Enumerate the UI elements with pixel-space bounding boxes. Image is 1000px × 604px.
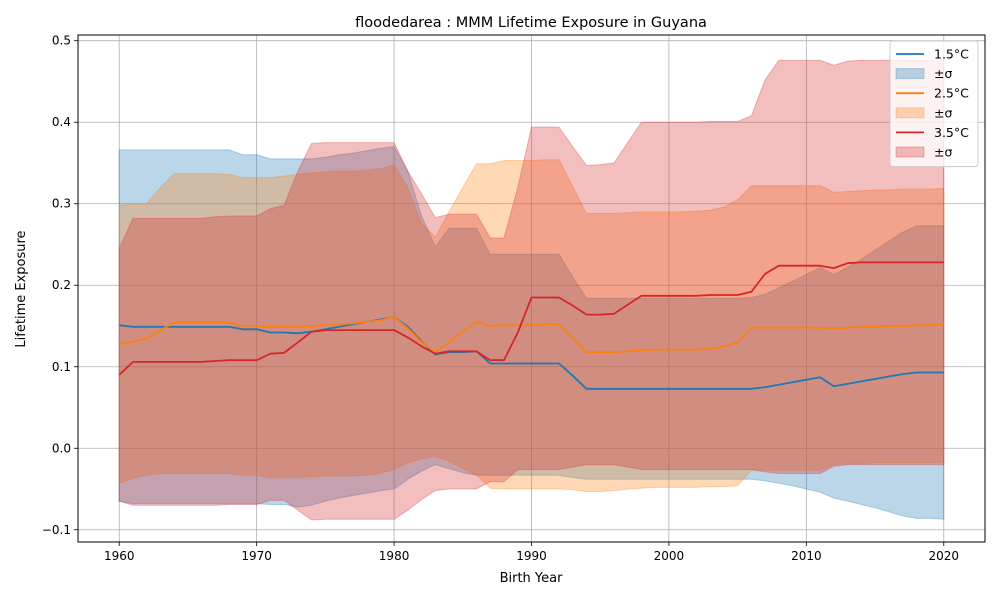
legend-band-swatch [895, 146, 925, 158]
legend: 1.5°C ±σ 2.5°C ±σ 3.5°C ±σ [889, 40, 979, 168]
y-tick-label: 0.2 [52, 278, 71, 292]
y-axis-label: Lifetime Exposure [14, 230, 29, 347]
series-lines [118, 261, 944, 390]
y-tick-label: 0.5 [52, 34, 71, 48]
legend-label: 2.5°C [934, 86, 969, 101]
legend-label: ±σ [934, 105, 952, 120]
x-tick-label: 1990 [516, 549, 547, 563]
x-tick-label: 1960 [104, 549, 135, 563]
line-series-0 [119, 316, 944, 390]
legend-label: 3.5°C [934, 125, 969, 140]
x-tick-label: 2020 [928, 549, 959, 563]
x-tick-label: 2000 [654, 549, 685, 563]
y-axis-ticks: −0.1 0.0 0.1 0.2 0.3 0.4 0.5 [42, 34, 78, 537]
x-tick-label: 1980 [379, 549, 410, 563]
line-series-2 [118, 261, 944, 376]
x-axis-ticks: 1960 1970 1980 1990 2000 2010 2020 [104, 542, 959, 563]
y-tick-label: −0.1 [42, 523, 71, 537]
x-tick-label: 1970 [241, 549, 272, 563]
legend-label: 1.5°C [934, 47, 969, 62]
band-series-2 [118, 59, 945, 521]
legend-label: ±σ [934, 66, 952, 81]
grid [78, 35, 985, 542]
legend-band-swatch [895, 68, 925, 80]
legend-label: ±σ [934, 145, 952, 160]
legend-box [889, 40, 979, 168]
x-tick-label: 2010 [791, 549, 822, 563]
y-tick-label: 0.3 [52, 197, 71, 211]
x-axis-label: Birth Year [500, 571, 564, 586]
line-series-1 [119, 316, 944, 354]
y-tick-label: 0.0 [52, 441, 71, 455]
band-series-0 [118, 146, 945, 520]
chart-title: floodedarea : MMM Lifetime Exposure in G… [355, 15, 707, 31]
legend-band-swatch [895, 107, 925, 119]
y-tick-label: 0.1 [52, 360, 71, 374]
y-tick-label: 0.4 [52, 115, 71, 129]
